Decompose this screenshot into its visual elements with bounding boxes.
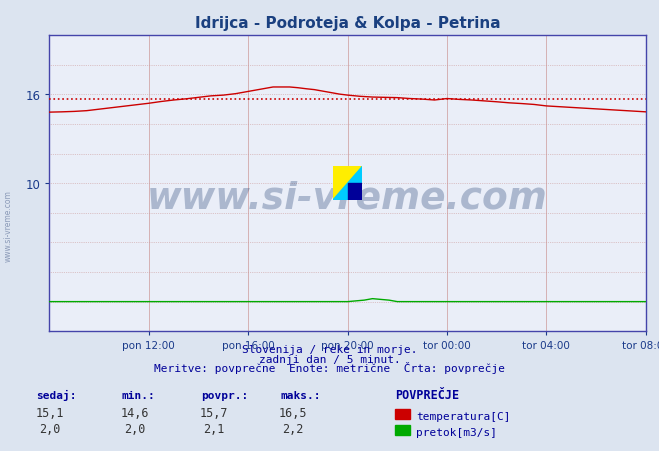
Text: sedaj:: sedaj: [36, 389, 76, 400]
Text: 2,0: 2,0 [125, 422, 146, 435]
Polygon shape [333, 167, 362, 201]
Text: Meritve: povprečne  Enote: metrične  Črta: povprečje: Meritve: povprečne Enote: metrične Črta:… [154, 361, 505, 373]
Text: 2,0: 2,0 [39, 422, 60, 435]
Text: povpr.:: povpr.: [201, 390, 248, 400]
Title: Idrijca - Podroteja & Kolpa - Petrina: Idrijca - Podroteja & Kolpa - Petrina [195, 16, 500, 31]
Text: 15,1: 15,1 [35, 406, 64, 419]
Polygon shape [348, 184, 362, 201]
Polygon shape [333, 167, 362, 201]
Text: temperatura[C]: temperatura[C] [416, 411, 511, 421]
Text: POVPREČJE: POVPREČJE [395, 388, 459, 401]
Text: 2,1: 2,1 [204, 422, 225, 435]
Text: www.si-vreme.com: www.si-vreme.com [147, 180, 548, 216]
Text: Slovenija / reke in morje.: Slovenija / reke in morje. [242, 345, 417, 354]
Text: zadnji dan / 5 minut.: zadnji dan / 5 minut. [258, 354, 401, 364]
Text: 2,2: 2,2 [283, 422, 304, 435]
Text: www.si-vreme.com: www.si-vreme.com [3, 189, 13, 262]
Text: pretok[m3/s]: pretok[m3/s] [416, 427, 498, 437]
Text: maks.:: maks.: [280, 390, 320, 400]
Text: 14,6: 14,6 [121, 406, 150, 419]
Text: 15,7: 15,7 [200, 406, 229, 419]
Text: min.:: min.: [122, 390, 156, 400]
Text: 16,5: 16,5 [279, 406, 308, 419]
